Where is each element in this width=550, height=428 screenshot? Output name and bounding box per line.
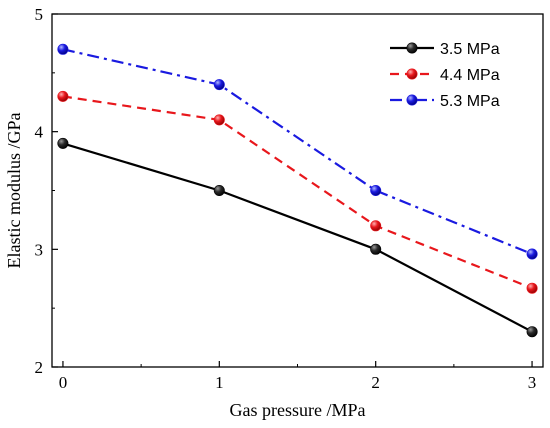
legend-label: 5.3 MPa xyxy=(440,93,500,110)
series-2 xyxy=(57,43,538,260)
series-0 xyxy=(57,137,538,338)
legend-item-1: 4.4 MPa xyxy=(390,67,500,84)
y-tick-label: 4 xyxy=(35,123,44,142)
series-1 xyxy=(57,90,538,294)
plot-area xyxy=(57,43,538,338)
y-axis-label: Elastic modulus /GPa xyxy=(4,113,24,269)
data-point xyxy=(57,43,69,55)
series-line xyxy=(62,95,533,290)
data-point xyxy=(370,185,382,197)
axes: 0 1 2 3 2 3 4 5 xyxy=(35,5,544,392)
legend-marker xyxy=(406,68,418,80)
y-tick-label: 3 xyxy=(35,240,44,259)
data-point xyxy=(370,243,382,255)
x-tick-label: 2 xyxy=(371,373,380,392)
x-tick-label: 1 xyxy=(215,373,224,392)
series-line xyxy=(62,142,533,333)
data-point xyxy=(213,114,225,126)
legend-label: 4.4 MPa xyxy=(440,67,500,84)
legend-item-0: 3.5 MPa xyxy=(390,41,500,58)
data-point xyxy=(526,282,538,294)
data-point xyxy=(526,248,538,260)
data-point xyxy=(213,185,225,197)
y-tick-label: 5 xyxy=(35,5,44,24)
legend-marker xyxy=(406,94,418,106)
y-tick-label: 2 xyxy=(35,358,44,377)
data-point xyxy=(526,326,538,338)
data-point xyxy=(213,79,225,91)
legend: 3.5 MPa 4.4 MPa 5.3 MPa xyxy=(390,41,500,110)
legend-marker xyxy=(406,42,418,54)
x-tick-label: 0 xyxy=(59,373,68,392)
x-axis-label: Gas pressure /MPa xyxy=(230,400,366,420)
data-point xyxy=(370,220,382,232)
legend-label: 3.5 MPa xyxy=(440,41,500,58)
legend-item-2: 5.3 MPa xyxy=(390,93,500,110)
x-tick-label: 3 xyxy=(528,373,537,392)
data-point xyxy=(57,137,69,149)
data-point xyxy=(57,90,69,102)
series-line xyxy=(62,48,533,256)
